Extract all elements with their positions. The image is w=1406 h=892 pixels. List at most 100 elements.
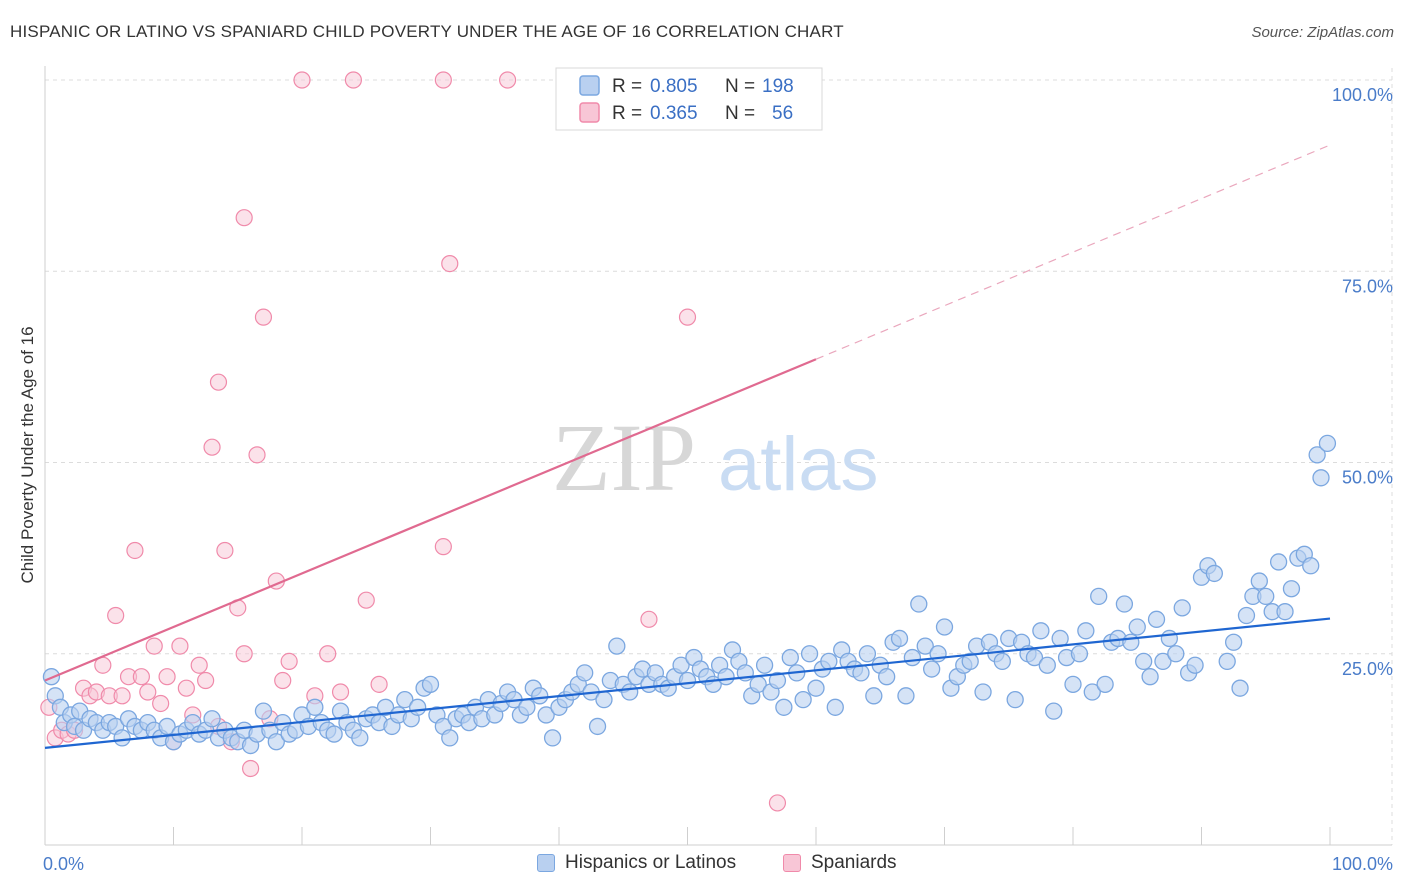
spaniards-point [242, 759, 260, 778]
hispanics-point [1038, 656, 1056, 674]
hispanics-point [678, 671, 697, 690]
spaniards-trend-extension [815, 144, 1331, 360]
hispanics-point [1237, 606, 1256, 625]
spaniards-point [293, 71, 311, 89]
hispanics-point [1135, 652, 1153, 671]
spaniards-point [113, 687, 131, 705]
stats-r-value-1: 0.805 [650, 76, 698, 97]
spaniards-point [434, 71, 452, 89]
hispanics-point [1318, 434, 1337, 453]
spaniards-point [216, 541, 234, 560]
hispanics-point [254, 702, 273, 720]
hispanics-point [800, 645, 819, 663]
trend-lines [44, 144, 1331, 749]
spaniards-point [274, 671, 292, 690]
hispanics-point [993, 652, 1011, 671]
hispanics-point [865, 687, 883, 705]
spaniards-point [158, 668, 176, 686]
legend-label-spaniards: Spaniards [811, 852, 897, 873]
hispanics-point [113, 729, 131, 747]
hispanics-point [1269, 553, 1288, 571]
hispanics-point [1250, 572, 1268, 590]
hispanics-point [923, 660, 941, 678]
spaniards-point [145, 637, 163, 655]
hispanics-trend-line [44, 617, 1331, 749]
stats-n-value-1: 198 [762, 76, 794, 97]
stats-box-frame [555, 67, 823, 131]
spaniards-point [132, 668, 150, 686]
hispanics-point [1122, 633, 1140, 651]
legend-label-hispanics: Hispanics or Latinos [565, 852, 737, 873]
hispanics-point [351, 729, 369, 747]
hispanics-point [1312, 469, 1330, 487]
hispanics-point [1064, 675, 1082, 693]
hispanics-point [608, 637, 626, 655]
hispanics-point [820, 652, 838, 671]
x-tick-label: 100.0% [1332, 854, 1393, 874]
spaniards-point [678, 308, 697, 326]
hispanics-point [518, 698, 536, 716]
hispanics-point [826, 698, 844, 716]
spaniards-point [441, 255, 459, 273]
spaniards-point [171, 637, 189, 655]
spaniards-point [197, 671, 215, 690]
stats-r-label-2: R = [612, 103, 642, 124]
spaniards-point [248, 446, 266, 464]
hispanics-point [1147, 610, 1166, 628]
hispanics-point [1025, 648, 1044, 667]
legend-item-spaniards[interactable]: Spaniards [783, 852, 897, 874]
hispanics-point [935, 618, 954, 636]
x-tick-label: 0.0% [43, 854, 84, 874]
spaniards-point [640, 610, 658, 628]
hispanics-point [1308, 446, 1326, 464]
hispanics-point [1045, 702, 1063, 720]
watermark: ZIP atlas [552, 404, 879, 511]
y-tick-label: 25.0% [1342, 659, 1393, 679]
hispanics-point [1154, 652, 1172, 671]
hispanics-point [878, 668, 896, 686]
hispanics-point [595, 691, 613, 709]
hispanics-point [537, 706, 555, 724]
y-tick-label: 100.0% [1332, 85, 1393, 105]
spaniards-point [152, 694, 170, 713]
stats-r-label-1: R = [612, 76, 642, 97]
hispanics-point [974, 683, 992, 701]
hispanics-point [1160, 629, 1179, 648]
hispanics-point [1302, 557, 1320, 575]
spaniards-point [203, 438, 221, 456]
hispanics-point [1218, 652, 1236, 671]
spaniards-trend-line [44, 358, 817, 682]
spaniards-point [319, 645, 337, 663]
legend-item-hispanics[interactable]: Hispanics or Latinos [537, 852, 736, 874]
hispanics-point [421, 675, 440, 693]
spaniards-point [254, 308, 273, 326]
hispanics-point [1083, 683, 1101, 701]
spaniards-point [126, 541, 144, 560]
hispanics-point [1141, 668, 1159, 686]
hispanics-point [910, 595, 928, 613]
spaniards-point [177, 679, 195, 697]
spaniards-point [370, 675, 388, 693]
stats-r-value-2: 0.365 [650, 103, 698, 124]
hispanics-point [807, 679, 825, 697]
hispanics-point [717, 668, 735, 686]
hispanics-point [903, 648, 922, 667]
spaniards-point [139, 683, 157, 701]
hispanics-point [306, 698, 324, 716]
legend-swatch-blue [537, 854, 555, 872]
spaniards-point [107, 606, 125, 625]
spaniards-point [331, 683, 350, 701]
hispanics-point [376, 698, 395, 716]
hispanics-point [158, 717, 176, 736]
spaniards-point [190, 656, 208, 674]
hispanics-point [1224, 633, 1243, 651]
hispanics-point [897, 687, 915, 705]
hispanics-point [672, 656, 690, 674]
hispanics-point [1077, 622, 1095, 640]
hispanics-point [1070, 645, 1089, 663]
stats-n-label-2: N = [725, 103, 755, 124]
spaniards-point [235, 645, 253, 663]
hispanics-point [543, 729, 562, 747]
y-tick-label: 50.0% [1342, 468, 1393, 488]
